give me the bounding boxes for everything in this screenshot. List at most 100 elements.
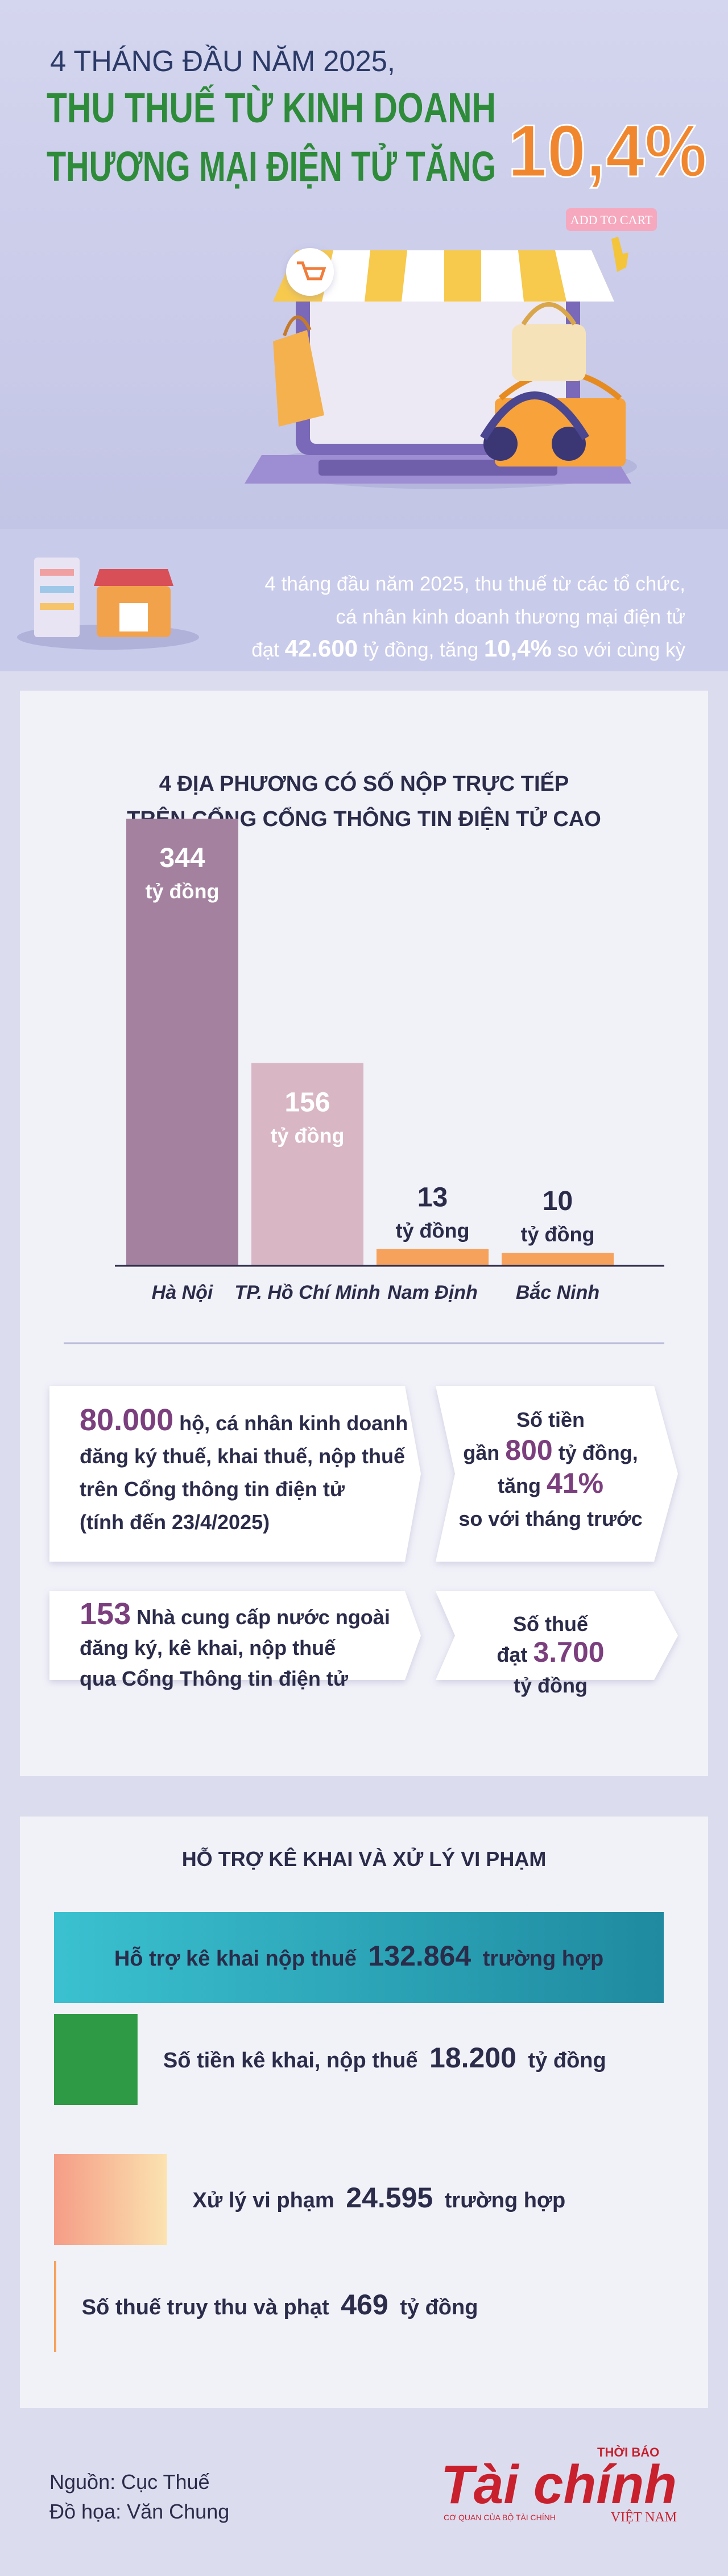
highlight: 10,4% bbox=[484, 635, 552, 662]
category: Số thuế truy thu và phạt bbox=[82, 2296, 329, 2319]
spacer bbox=[439, 2189, 445, 2212]
text-span: so với tháng trước bbox=[458, 1507, 642, 1530]
text-span: cá nhân kinh doanh thương mại điện tử bbox=[336, 606, 685, 628]
unit: tỷ đồng bbox=[528, 2049, 606, 2073]
text-span: 4 tháng đầu năm 2025, thu thuế từ các tổ… bbox=[264, 573, 685, 595]
spacer bbox=[362, 1947, 369, 1971]
logo: THỜI BÁO Tài chính CƠ QUAN CỦA BỘ TÀI CH… bbox=[441, 2445, 677, 2525]
value-label: 18.200 bbox=[429, 2042, 516, 2074]
unit-label: tỷ đồng bbox=[396, 1219, 470, 1242]
highlight: 80.000 bbox=[80, 1403, 173, 1437]
bar-label: Số tiền kê khai, nộp thuế 18.200 tỷ đồng bbox=[163, 2042, 606, 2074]
text-span: so với cùng kỳ bbox=[552, 639, 685, 661]
highlight: 41% bbox=[547, 1467, 603, 1499]
text-span: đăng ký, kê khai, nộp thuế bbox=[80, 1636, 336, 1659]
highlight: 153 bbox=[80, 1597, 131, 1631]
x-tick-label: Bắc Ninh bbox=[516, 1282, 599, 1303]
text-line: trên Cổng thông tin điện tử bbox=[80, 1477, 345, 1501]
chart-title: 4 ĐỊA PHƯƠNG CÓ SỐ NỘP TRỰC TIẾP bbox=[159, 770, 569, 796]
text-span: Số thuế bbox=[513, 1612, 589, 1636]
text-line: cá nhân kinh doanh thương mại điện tử bbox=[336, 606, 685, 628]
category: Số tiền kê khai, nộp thuế bbox=[163, 2049, 418, 2073]
bar bbox=[502, 1253, 614, 1266]
text-span: Số tiền bbox=[516, 1408, 585, 1431]
unit-label: tỷ đồng bbox=[521, 1223, 595, 1246]
text-line: Số tiền bbox=[516, 1408, 585, 1431]
bar bbox=[126, 819, 238, 1266]
text-line: đạt 3.700 bbox=[497, 1636, 604, 1668]
text-line: qua Cổng Thông tin điện tử bbox=[80, 1667, 349, 1690]
intro-illustration bbox=[17, 558, 199, 650]
stat-arrow bbox=[436, 1386, 678, 1562]
category: Xử lý vi phạm bbox=[192, 2189, 334, 2212]
category: Hỗ trợ kê khai nộp thuế bbox=[114, 1946, 357, 1971]
highlight: 800 bbox=[505, 1434, 552, 1466]
x-tick-label: Hà Nội bbox=[152, 1282, 214, 1303]
source: Nguồn: Cục Thuế bbox=[49, 2470, 210, 2494]
text-line: (tính đến 23/4/2025) bbox=[80, 1510, 270, 1534]
spacer bbox=[423, 2049, 429, 2073]
highlight: 42.600 bbox=[285, 635, 358, 662]
text-line: 153 Nhà cung cấp nước ngoài bbox=[80, 1597, 390, 1631]
header-highlight: 10,4% bbox=[508, 109, 707, 192]
value-label: 13 bbox=[417, 1182, 448, 1212]
spacer bbox=[477, 1947, 483, 1971]
text-line: Số thuế bbox=[513, 1612, 589, 1636]
credit: Đồ họa: Văn Chung bbox=[49, 2500, 229, 2523]
spacer bbox=[335, 2296, 341, 2319]
text-span: trên Cổng thông tin điện tử bbox=[80, 1477, 345, 1501]
text-span: đăng ký thuế, khai thuế, nộp thuế bbox=[80, 1444, 406, 1468]
text-span: (tính đến 23/4/2025) bbox=[80, 1510, 270, 1534]
text-line: gần 800 tỷ đồng, bbox=[463, 1434, 638, 1466]
text-span: tỷ đồng, bbox=[553, 1441, 638, 1464]
button-text: ADD TO CART bbox=[570, 213, 653, 227]
value-label: 344 bbox=[159, 843, 205, 873]
text-span: đạt bbox=[251, 639, 284, 661]
x-tick-label: TP. Hồ Chí Minh bbox=[234, 1282, 380, 1303]
bar bbox=[54, 1912, 664, 2003]
header-line: THU THUẾ TỪ KINH DOANH bbox=[47, 84, 496, 131]
value-label: 132.864 bbox=[368, 1940, 471, 1972]
text-span: hộ, cá nhân kinh doanh bbox=[173, 1411, 408, 1435]
bar bbox=[54, 2154, 167, 2245]
unit-label: tỷ đồng bbox=[271, 1124, 345, 1147]
text-line: 80.000 hộ, cá nhân kinh doanh bbox=[80, 1403, 408, 1437]
text-line: đăng ký, kê khai, nộp thuế bbox=[80, 1636, 336, 1659]
text-line: so với tháng trước bbox=[458, 1507, 642, 1530]
bar bbox=[377, 1249, 489, 1266]
stat-arrow bbox=[436, 1591, 678, 1680]
bar bbox=[54, 2261, 56, 2352]
stat-box bbox=[49, 1591, 421, 1680]
spacer bbox=[340, 2189, 346, 2212]
x-tick-label: Nam Định bbox=[387, 1282, 478, 1303]
spacer bbox=[522, 2049, 528, 2073]
logo-top: THỜI BÁO bbox=[597, 2445, 659, 2459]
logo-name: Tài chính bbox=[441, 2454, 677, 2515]
header-line: 4 THÁNG ĐẦU NĂM 2025, bbox=[50, 44, 395, 78]
chart-title: HỖ TRỢ KÊ KHAI VÀ XỬ LÝ VI PHẠM bbox=[182, 1847, 547, 1871]
text-span: tỷ đồng, tăng bbox=[358, 639, 484, 661]
text-line: 4 tháng đầu năm 2025, thu thuế từ các tổ… bbox=[264, 573, 685, 595]
illustration: ADD TO CART bbox=[245, 208, 657, 489]
spacer bbox=[394, 2296, 400, 2319]
bar-label: Số thuế truy thu và phạt 469 tỷ đồng bbox=[82, 2289, 478, 2321]
highlight: 3.700 bbox=[533, 1636, 604, 1668]
text-line: tỷ đồng bbox=[514, 1674, 588, 1697]
unit: tỷ đồng bbox=[400, 2296, 478, 2319]
unit: trường hợp bbox=[483, 1947, 603, 1971]
text-span: qua Cổng Thông tin điện tử bbox=[80, 1667, 349, 1690]
logo-sub: CƠ QUAN CỦA BỘ TÀI CHÍNH bbox=[444, 2512, 556, 2522]
text-line: tăng 41% bbox=[498, 1467, 603, 1499]
bar bbox=[54, 2014, 138, 2105]
bar bbox=[251, 1063, 363, 1266]
header-line: THƯƠNG MẠI ĐIỆN TỬ TĂNG bbox=[47, 143, 496, 190]
stat-box bbox=[49, 1386, 421, 1562]
logo-bottom: VIỆT NAM bbox=[611, 2510, 677, 2525]
bar-label: Hỗ trợ kê khai nộp thuế 132.864 trường h… bbox=[114, 1940, 603, 1972]
text-span: Nhà cung cấp nước ngoài bbox=[131, 1605, 390, 1629]
value-label: 469 bbox=[341, 2289, 388, 2321]
unit: trường hợp bbox=[445, 2189, 565, 2212]
text-line: đạt 42.600 tỷ đồng, tăng 10,4% so với cù… bbox=[251, 635, 685, 662]
